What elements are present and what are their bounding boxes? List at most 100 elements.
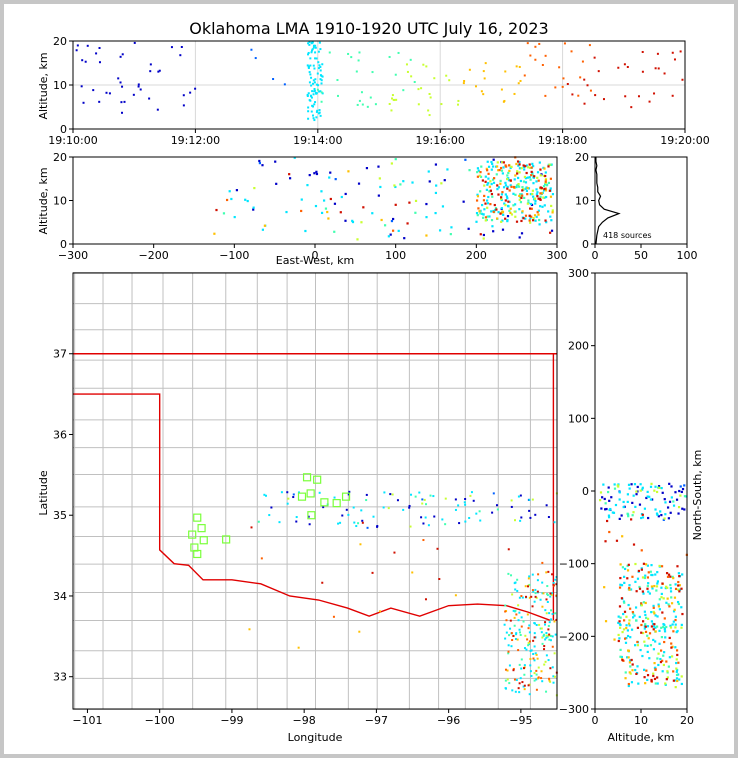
- p5-point: [632, 494, 635, 497]
- p2-point: [496, 184, 499, 187]
- p2-point: [550, 229, 554, 232]
- p5-point: [644, 613, 647, 617]
- p2-point: [394, 185, 397, 189]
- lma-station: [222, 535, 231, 544]
- p5-point: [627, 483, 631, 486]
- p2-point: [235, 189, 239, 192]
- p5-point: [599, 499, 602, 502]
- p2-point: [499, 179, 502, 183]
- p4-y-tick-label: 37: [53, 348, 67, 361]
- p2-point: [538, 161, 541, 164]
- map-source-point: [321, 581, 324, 584]
- p2-point: [525, 189, 528, 193]
- p1-point: [315, 110, 318, 113]
- map-source-point: [345, 508, 348, 511]
- p2-point: [528, 163, 531, 166]
- p2-point: [300, 209, 303, 213]
- p2-x-tick-label: −300: [58, 249, 88, 262]
- map-source-point: [552, 582, 555, 585]
- p5-point: [656, 657, 659, 660]
- p5-point: [628, 584, 631, 587]
- p5-point: [640, 604, 644, 607]
- p5-point: [635, 619, 638, 622]
- map-source-point: [526, 585, 529, 588]
- map-source-point: [507, 650, 510, 653]
- p5-point: [650, 585, 654, 588]
- p5-point: [672, 679, 675, 682]
- p1-point: [445, 74, 448, 77]
- p2-point: [528, 219, 531, 222]
- p5-point: [680, 626, 683, 629]
- p5-point: [619, 576, 622, 580]
- lma-station: [197, 524, 206, 533]
- p5-point: [652, 672, 655, 675]
- p5-point: [635, 490, 638, 493]
- map-source-point: [535, 669, 538, 672]
- p1-x-tick-label: 19:12:00: [171, 134, 220, 147]
- p1-point: [108, 92, 111, 95]
- p1-point: [654, 67, 657, 70]
- p2-point: [322, 199, 326, 202]
- p1-point: [133, 41, 136, 44]
- map-source-point: [541, 605, 544, 608]
- map-source-point: [436, 547, 439, 550]
- p1-point: [410, 75, 413, 78]
- map-source-point: [365, 499, 368, 502]
- p3-y-tick-label: 0: [582, 238, 589, 251]
- p1-point: [538, 42, 541, 45]
- map-source-point: [427, 524, 430, 527]
- p5-point: [660, 486, 663, 490]
- p1-point: [98, 46, 101, 49]
- p1-point: [391, 97, 394, 100]
- p5-point: [636, 640, 639, 644]
- p5-point: [641, 488, 644, 491]
- p1-point: [597, 70, 600, 73]
- p2-point: [509, 184, 512, 187]
- p5-point: [675, 667, 678, 670]
- p1-point: [120, 101, 123, 104]
- p5-point: [677, 572, 680, 575]
- p5-point: [681, 612, 684, 616]
- map-source-point: [523, 664, 526, 667]
- map-source-point: [503, 623, 506, 626]
- map-source-point: [528, 596, 531, 599]
- p2-point: [496, 188, 499, 191]
- p5-point: [645, 496, 648, 500]
- p5-point: [636, 490, 639, 493]
- map-source-point: [546, 600, 549, 603]
- p2-point: [497, 169, 500, 172]
- p2-point: [489, 189, 493, 192]
- p1-point: [360, 91, 363, 94]
- p2-point: [252, 206, 255, 209]
- p2-point: [512, 204, 515, 207]
- p2-point: [518, 171, 521, 174]
- p2-point: [535, 180, 538, 183]
- p5-point: [619, 563, 622, 566]
- p2-point: [501, 172, 504, 175]
- p5-point: [680, 675, 683, 678]
- map-source-point: [544, 660, 547, 663]
- map-source-point: [528, 693, 531, 696]
- east-west-panel: −300 −200 −100 0 100 200 300 0 10 20: [53, 151, 568, 262]
- map-source-point: [278, 521, 281, 524]
- p2-point: [524, 217, 527, 220]
- p1-y-tick-label: 10: [53, 79, 67, 92]
- map-source-point: [547, 659, 550, 662]
- p5-point: [607, 516, 611, 519]
- p2-point: [484, 180, 487, 183]
- p5-point: [604, 508, 607, 511]
- p5-point: [630, 658, 633, 662]
- p2-point: [274, 160, 277, 163]
- p2-point: [499, 166, 503, 170]
- p2-point: [517, 183, 520, 186]
- map-source-point: [551, 612, 554, 615]
- p2-point: [490, 182, 493, 186]
- p2-point: [496, 161, 499, 164]
- p1-point: [316, 72, 319, 75]
- p2-point: [483, 194, 486, 198]
- p5-point: [611, 511, 614, 514]
- p2-point: [328, 176, 331, 179]
- map-source-point: [541, 680, 544, 683]
- p2-point: [360, 221, 363, 224]
- map-source-point: [507, 572, 510, 575]
